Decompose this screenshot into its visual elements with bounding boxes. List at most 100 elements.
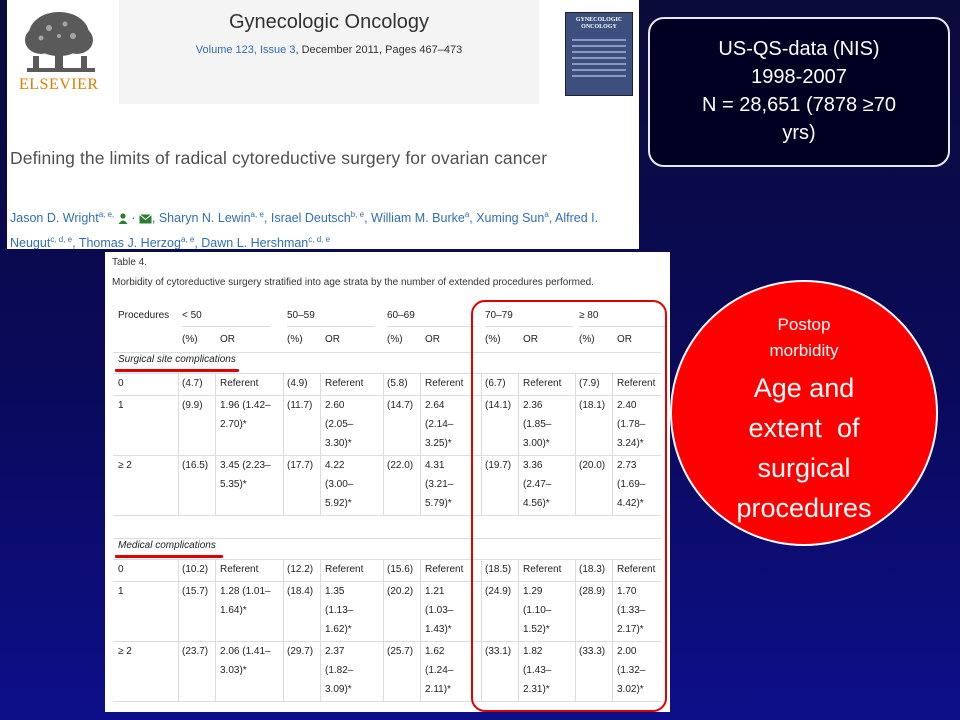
percent-cell: (33.3) [579,646,606,657]
odds-ratio-cell: 3.00)* [523,438,550,449]
author-affiliation: c, d, e [50,235,73,245]
procedure-count: 1 [118,586,124,597]
author-name: Jason D. Wright [10,211,99,226]
journal-cover-thumbnail[interactable]: GYNECOLOGIC ONCOLOGY [565,12,633,96]
percent-cell: (12.2) [287,564,314,575]
table-rule [420,581,421,641]
author-affiliation: a, e [180,235,195,245]
table-rule [182,326,270,327]
table-rule [383,395,384,455]
table-rule [481,395,482,455]
author-affiliation: a [544,210,549,219]
mail-icon[interactable] [139,213,152,224]
odds-ratio-cell: (2.14– [425,419,454,430]
column-header: 70–79 [485,310,513,321]
author-link[interactable]: Alfred I. Neugutc, d, e [10,211,598,249]
odds-ratio-cell: 2.64 [425,400,445,411]
column-subheader: (%) [387,334,403,345]
table-rule [283,373,284,395]
banner-background [119,0,539,104]
section-label: Medical complications [118,540,216,551]
percent-cell: (18.4) [287,586,314,597]
table-rule [612,581,613,641]
odds-ratio-cell: 1.52)* [523,624,550,635]
author-link[interactable]: Xuming Suna [476,210,549,225]
odds-ratio-cell: 3.02)* [617,684,644,695]
column-header: ≥ 80 [579,310,599,321]
volume-issue-link[interactable]: Volume 123, Issue 3 [195,44,296,56]
author-link[interactable]: Sharyn N. Lewina, e [158,210,264,226]
column-subheader: (%) [182,334,198,345]
percent-cell: (20.0) [579,460,606,471]
dataset-info-box: US-QS-data (NIS) 1998-2007 N = 28,651 (7… [648,17,950,167]
percent-cell: (25.7) [387,646,414,657]
callout-line: surgical [757,453,851,483]
table-rule [320,581,321,641]
date-pages: , December 2011, Pages 467–473 [295,44,463,56]
table-rule [178,581,179,641]
odds-ratio-cell: Referent [220,378,259,389]
table-rule [113,373,661,374]
odds-ratio-cell: Referent [325,564,364,575]
cover-title: GYNECOLOGIC ONCOLOGY [575,17,623,30]
percent-cell: (14.7) [387,400,414,411]
odds-ratio-cell: Referent [523,378,562,389]
table-rule [481,373,482,395]
table-rule [113,515,661,516]
percent-cell: (15.6) [387,564,414,575]
odds-ratio-cell: (3.00– [325,479,354,490]
odds-ratio-cell: 1.96 (1.42– [220,400,271,411]
percent-cell: (9.9) [182,400,203,411]
percent-cell: (29.7) [287,646,314,657]
table-rule [215,455,216,515]
procedure-count: 1 [118,400,124,411]
odds-ratio-cell: 3.45 (2.23– [220,460,271,471]
journal-title[interactable]: Gynecologic Oncology [228,11,430,33]
percent-cell: (17.7) [287,460,314,471]
odds-ratio-cell: 4.31 [425,460,445,471]
percent-cell: (11.7) [287,400,313,411]
odds-ratio-cell: (1.85– [523,419,552,430]
percent-cell: (4.7) [182,378,203,389]
odds-ratio-cell: 1.21 [425,586,445,597]
person-icon[interactable] [118,213,128,225]
callout-line: procedures [736,493,872,523]
table-rule [579,326,667,327]
table-rule [420,455,421,515]
author-link[interactable]: Jason D. Wrighta, e, [10,210,114,226]
author-link[interactable]: Israel Deutschb, e [271,210,365,225]
percent-cell: (18.3) [579,564,606,575]
odds-ratio-cell: 1.62 [425,646,445,657]
author-affiliation: a, e [250,210,264,219]
odds-ratio-cell: 1.28 (1.01– [220,586,271,597]
table-rule [612,455,613,515]
table-rule [178,559,179,581]
author-link[interactable]: Dawn L. Hershmanc, d, e [201,235,330,249]
author-link[interactable]: Thomas J. Herzoga, e [79,235,195,249]
table-rule [178,395,179,455]
table-rule [383,559,384,581]
table-rule [481,455,482,515]
callout-line: Age and [753,373,855,403]
odds-ratio-cell: 2.60 [325,400,345,411]
author-link[interactable]: William M. Burkea [371,210,469,225]
table-rule [283,559,284,581]
table-rule [383,641,384,701]
percent-cell: (33.1) [485,646,512,657]
table-rule [320,395,321,455]
morbidity-callout-circle: Postop morbidity Age and extent of surgi… [670,280,938,546]
odds-ratio-cell: 4.42)* [617,498,644,509]
table-rule [113,395,661,396]
table-rule [575,455,576,515]
section-label: Surgical site complications [118,354,236,365]
table-rule [481,581,482,641]
column-subheader: OR [220,334,235,345]
odds-ratio-cell: 4.22 [325,460,345,471]
dataset-line: US-QS-data (NIS) [718,38,880,60]
odds-ratio-cell: (1.69– [617,479,646,490]
odds-ratio-cell: 2.06 (1.41– [220,646,271,657]
author-affiliation: b, e [350,210,365,219]
odds-ratio-cell: (1.13– [325,605,354,616]
odds-ratio-cell: (1.78– [617,419,646,430]
author-name: Sharyn N. Lewin [158,211,251,226]
